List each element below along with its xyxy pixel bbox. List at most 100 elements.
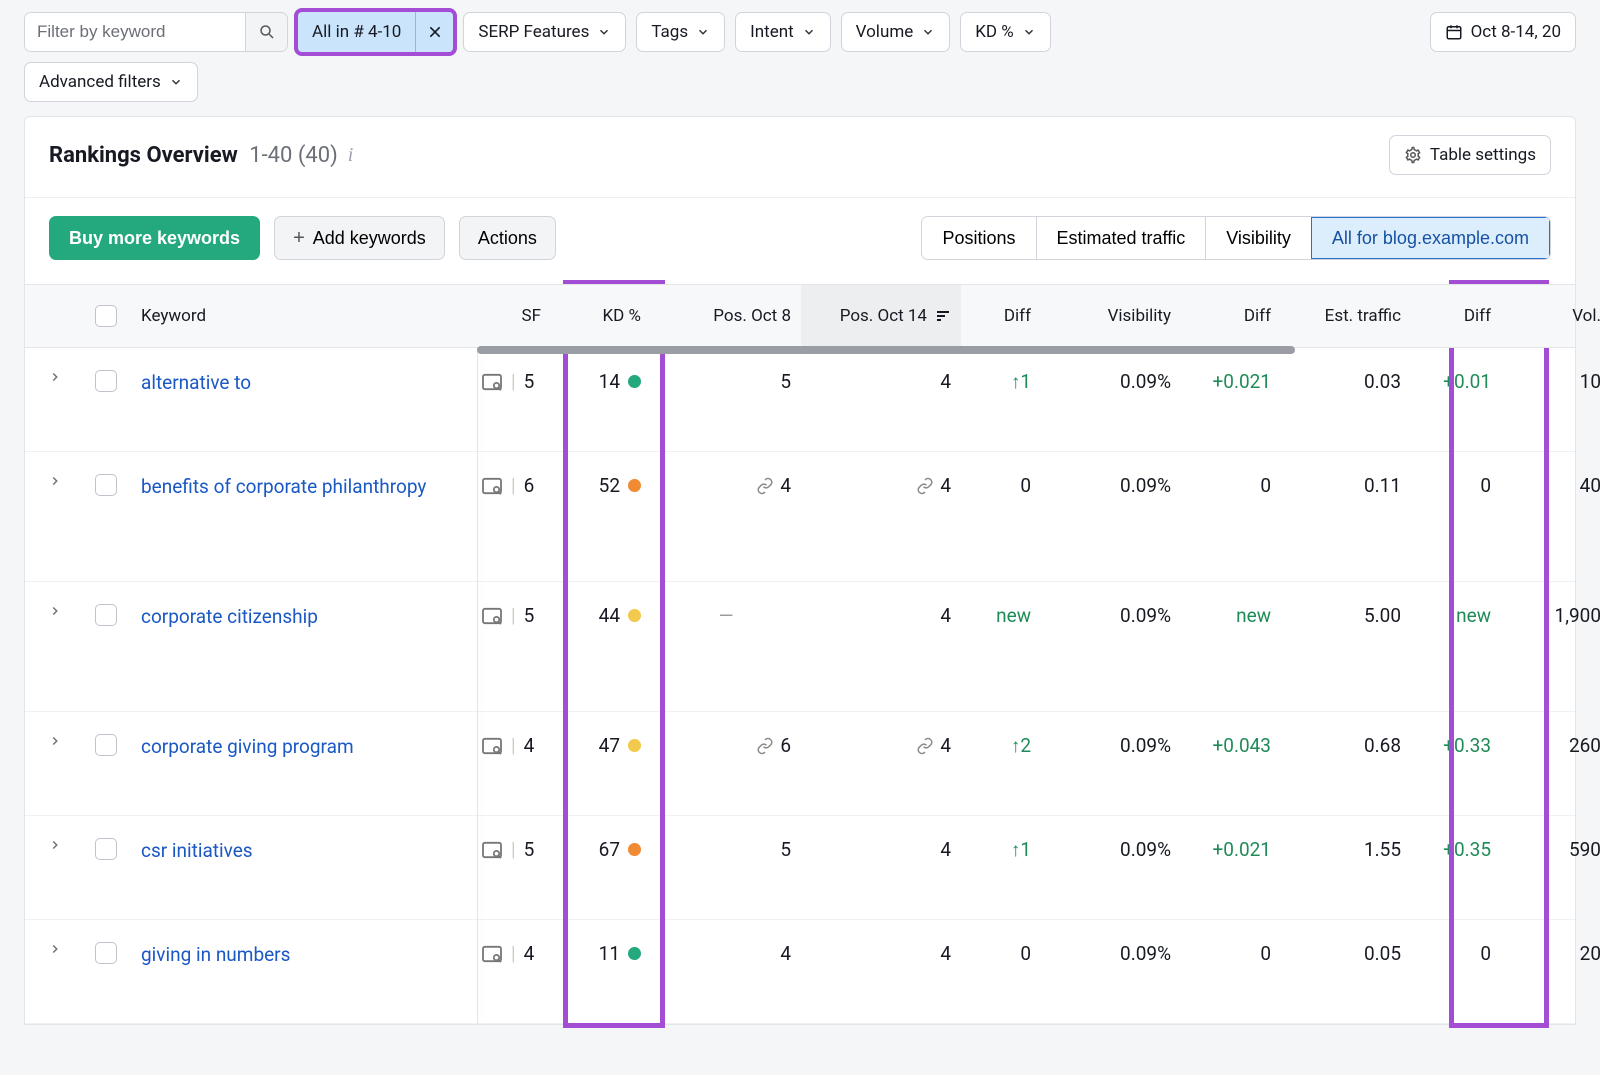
col-volume[interactable]: Vol. [1501, 306, 1600, 326]
serp-features-cell[interactable]: |5 [471, 838, 551, 861]
filter-label: Intent [750, 22, 794, 42]
pos-oct14-cell: 4 [801, 734, 961, 760]
active-filter-label[interactable]: All in # 4-10 [298, 22, 415, 42]
row-checkbox[interactable] [95, 942, 117, 964]
col-pos-oct14[interactable]: Pos. Oct 14 [801, 285, 961, 347]
plus-icon: + [293, 227, 305, 250]
col-diff-vis[interactable]: Diff [1181, 306, 1281, 326]
table-row: benefits of corporate philanthropy |6 52… [25, 452, 1575, 582]
serp-features-cell[interactable]: |6 [471, 474, 551, 497]
pos-oct8-cell: 5 [651, 838, 801, 861]
pos-oct8-cell: 5 [651, 370, 801, 393]
col-pos-oct8[interactable]: Pos. Oct 8 [651, 306, 801, 326]
filter-label: KD % [975, 22, 1014, 42]
expand-row-button[interactable] [25, 838, 85, 852]
col-kd[interactable]: KD % [551, 306, 651, 326]
horizontal-scrollbar[interactable] [477, 346, 1295, 354]
pos-oct8-cell: 6 [651, 734, 801, 760]
chevron-down-icon [921, 25, 935, 39]
pos-oct14-cell: 4 [801, 370, 961, 393]
col-diff-pos[interactable]: Diff [961, 306, 1041, 326]
search-icon [258, 23, 276, 41]
col-keyword[interactable]: Keyword [131, 306, 471, 326]
volume-cell: 10 [1501, 370, 1600, 393]
filter-label: Tags [651, 22, 688, 42]
keyword-filter-input[interactable] [25, 13, 245, 51]
expand-row-button[interactable] [25, 604, 85, 618]
filter-label: SERP Features [478, 22, 589, 42]
keyword-link[interactable]: corporate citizenship [141, 605, 318, 628]
buy-keywords-button[interactable]: Buy more keywords [49, 216, 260, 260]
table-body: alternative to |5 14 5 4 ↑1 0.09% +0.021… [25, 348, 1575, 1024]
remove-filter-button[interactable] [415, 12, 453, 52]
add-keywords-label: Add keywords [313, 228, 426, 249]
volume-cell: 260 [1501, 734, 1600, 757]
diff-value: 0 [1181, 474, 1281, 497]
add-keywords-button[interactable]: + Add keywords [274, 216, 445, 260]
row-checkbox[interactable] [95, 838, 117, 860]
filter-serp-features[interactable]: SERP Features [463, 12, 626, 52]
tab-traffic[interactable]: Estimated traffic [1036, 217, 1206, 259]
filter-label: Volume [856, 22, 914, 42]
serp-features-cell[interactable]: |4 [471, 734, 551, 757]
col-sf[interactable]: SF [471, 306, 551, 326]
row-checkbox[interactable] [95, 734, 117, 756]
expand-row-button[interactable] [25, 474, 85, 488]
select-all-checkbox[interactable] [95, 305, 117, 327]
kd-cell: 47 [551, 734, 651, 757]
table-row: alternative to |5 14 5 4 ↑1 0.09% +0.021… [25, 348, 1575, 452]
col-diff-traffic[interactable]: Diff [1411, 306, 1501, 326]
date-range-picker[interactable]: Oct 8-14, 20 [1430, 12, 1576, 52]
expand-row-button[interactable] [25, 942, 85, 956]
info-icon[interactable]: i [348, 144, 354, 167]
keyword-link[interactable]: csr initiatives [141, 839, 253, 862]
keyword-link[interactable]: giving in numbers [141, 943, 290, 966]
actions-row: Buy more keywords + Add keywords Actions… [25, 198, 1575, 284]
keyword-link[interactable]: alternative to [141, 371, 251, 394]
table-settings-label: Table settings [1430, 145, 1536, 165]
expand-row-button[interactable] [25, 370, 85, 384]
actions-button[interactable]: Actions [459, 216, 556, 260]
kd-cell: 14 [551, 370, 651, 393]
calendar-icon [1445, 23, 1463, 41]
col-traffic[interactable]: Est. traffic [1281, 306, 1411, 326]
filter-label: Advanced filters [39, 72, 161, 92]
keyword-filter [24, 12, 288, 52]
diff-value: +0.021 [1181, 370, 1281, 393]
filter-intent[interactable]: Intent [735, 12, 831, 52]
panel-title-range: 1-40 (40) [249, 143, 338, 168]
filter-kd[interactable]: KD % [960, 12, 1051, 52]
expand-row-button[interactable] [25, 734, 85, 748]
keyword-link[interactable]: benefits of corporate philanthropy [141, 475, 426, 498]
keyword-link[interactable]: corporate giving program [141, 735, 354, 758]
diff-value: 0 [1411, 474, 1501, 497]
tab-all-for-domain[interactable]: All for blog.example.com [1311, 217, 1550, 259]
col-visibility[interactable]: Visibility [1041, 306, 1181, 326]
advanced-filters-button[interactable]: Advanced filters [24, 62, 198, 102]
filter-volume[interactable]: Volume [841, 12, 951, 52]
chevron-down-icon [169, 75, 183, 89]
serp-features-cell[interactable]: |5 [471, 370, 551, 393]
chevron-down-icon [696, 25, 710, 39]
search-button[interactable] [245, 13, 287, 51]
table-header-row: Keyword SF KD % Pos. Oct 8 Pos. Oct 14 D… [25, 284, 1575, 348]
serp-features-cell[interactable]: |5 [471, 604, 551, 627]
kd-cell: 44 [551, 604, 651, 627]
traffic-cell: 0.05 [1281, 942, 1411, 965]
table-settings-button[interactable]: Table settings [1389, 135, 1551, 175]
panel-header: Rankings Overview 1-40 (40) i Table sett… [25, 117, 1575, 198]
serp-features-cell[interactable]: |4 [471, 942, 551, 965]
tab-visibility[interactable]: Visibility [1205, 217, 1311, 259]
row-checkbox[interactable] [95, 604, 117, 626]
date-range-label: Oct 8-14, 20 [1471, 22, 1561, 42]
traffic-cell: 5.00 [1281, 604, 1411, 627]
row-checkbox[interactable] [95, 474, 117, 496]
rankings-table: Keyword SF KD % Pos. Oct 8 Pos. Oct 14 D… [25, 284, 1575, 1024]
tab-positions[interactable]: Positions [922, 217, 1035, 259]
kd-cell: 67 [551, 838, 651, 861]
filter-tags[interactable]: Tags [636, 12, 725, 52]
pos-oct14-cell: 4 [801, 838, 961, 861]
row-checkbox[interactable] [95, 370, 117, 392]
filter-bar: All in # 4-10 SERP Features Tags Intent … [0, 0, 1600, 52]
chevron-down-icon [802, 25, 816, 39]
